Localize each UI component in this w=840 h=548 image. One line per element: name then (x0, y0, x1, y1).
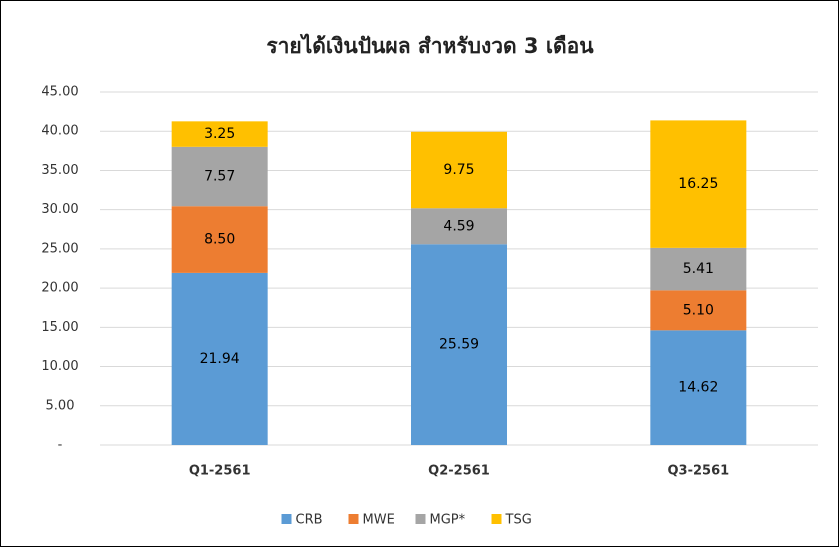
x-tick-label: Q2-2561 (428, 464, 490, 479)
legend-label: MWE (363, 513, 395, 528)
x-tick-label: Q1-2561 (189, 464, 251, 479)
y-tick-label: 30.00 (41, 202, 78, 217)
y-tick-label: 45.00 (41, 85, 78, 100)
y-tick-label: 25.00 (41, 241, 78, 256)
bar-segment (650, 330, 747, 445)
data-label: 5.10 (683, 302, 714, 318)
x-tick-label: Q3-2561 (667, 464, 729, 479)
data-label: 16.25 (678, 176, 718, 192)
data-label: 8.50 (204, 232, 235, 248)
bar-segment (171, 121, 268, 147)
bar-segment (171, 146, 268, 207)
bar-segment (171, 272, 268, 445)
y-tick-label: - (58, 438, 63, 453)
y-tick-label: 20.00 (41, 281, 78, 296)
bar-segment (650, 290, 747, 331)
legend-swatch (415, 514, 426, 524)
y-tick-label: 40.00 (41, 124, 78, 139)
legend-swatch (281, 514, 292, 524)
data-label: 25.59 (439, 337, 479, 353)
data-label: 21.94 (200, 351, 240, 367)
legend-label: MGP* (430, 513, 466, 528)
legend-swatch (491, 514, 502, 524)
data-label: 9.75 (443, 162, 474, 178)
data-label: 7.57 (204, 169, 235, 185)
data-label: 5.41 (683, 261, 714, 277)
y-tick-label: 35.00 (41, 163, 78, 178)
data-label: 3.25 (204, 126, 235, 142)
bar-segment (411, 244, 507, 445)
legend-label: CRB (296, 513, 323, 528)
bar-segment (171, 206, 268, 273)
bar-segment (650, 120, 747, 248)
legend-swatch (348, 514, 359, 524)
y-tick-label: 10.00 (41, 359, 78, 374)
legend-label: TSG (505, 513, 532, 528)
y-tick-label: 15.00 (41, 320, 78, 335)
data-label: 14.62 (678, 380, 718, 396)
bar-segment (650, 247, 747, 291)
bar-segment (411, 208, 507, 245)
data-label: 4.59 (443, 218, 474, 234)
chart-title: รายได้เงินปันผล สำหรับงวด 3 เดือน (266, 33, 594, 58)
y-tick-label: 5.00 (46, 398, 75, 413)
bar-segment (411, 131, 507, 209)
